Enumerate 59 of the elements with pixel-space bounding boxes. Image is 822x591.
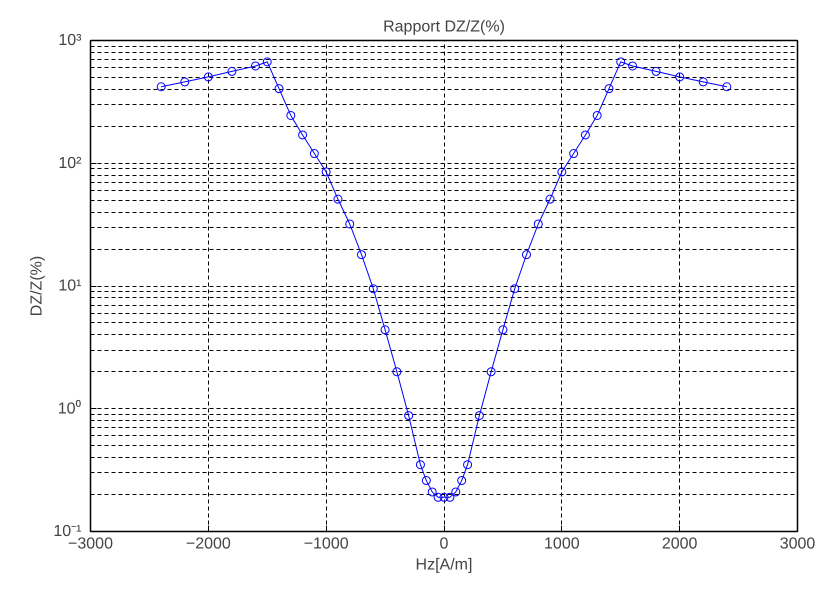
point: [457, 476, 466, 486]
x-axis-title: Hz[A/m]: [416, 556, 472, 574]
point: [357, 250, 366, 260]
x-tick-label: −3000: [68, 536, 114, 552]
point: [546, 194, 555, 204]
point: [416, 460, 425, 470]
point: [592, 110, 602, 120]
point: [498, 325, 508, 334]
point: [534, 220, 543, 228]
point: [451, 487, 460, 496]
y-tick-label: 10⁰: [58, 399, 82, 418]
point: [652, 66, 661, 76]
point: [368, 284, 378, 294]
point: [156, 82, 166, 92]
point: [445, 492, 454, 502]
point: [392, 367, 402, 376]
point: [180, 77, 190, 86]
point: [580, 130, 590, 140]
x-tick-label: 3000: [780, 536, 816, 552]
y-tick-label: 10¹: [58, 278, 82, 294]
point: [522, 250, 531, 260]
point: [227, 66, 236, 76]
point: [298, 130, 308, 140]
point: [333, 194, 342, 204]
point: [616, 57, 626, 66]
point: [557, 167, 566, 176]
point: [434, 492, 443, 502]
x-tick-label: 1000: [544, 536, 580, 552]
point: [250, 61, 260, 70]
y-tick-label: 10³: [58, 32, 82, 49]
point: [463, 460, 472, 470]
point: [404, 411, 414, 420]
point: [204, 72, 213, 82]
y-tick-label: 10²: [58, 154, 82, 172]
point: [380, 325, 390, 334]
point: [310, 149, 319, 158]
point: [428, 487, 437, 496]
x-tick-label: 0: [440, 536, 449, 552]
y-axis-title: DZ/Z(%): [28, 256, 46, 316]
point: [698, 77, 708, 86]
point: [345, 220, 354, 228]
point: [474, 411, 484, 420]
point: [274, 84, 284, 94]
point: [510, 284, 520, 294]
point: [675, 72, 684, 82]
point: [628, 61, 638, 70]
chart-title: Rapport DZ/Z(%): [383, 18, 505, 36]
point: [604, 84, 614, 94]
point: [422, 476, 431, 486]
x-tick-label: −2000: [186, 536, 231, 552]
point: [722, 82, 732, 92]
point: [262, 57, 272, 66]
point: [486, 367, 496, 376]
point: [440, 492, 448, 502]
x-tick-label: −1000: [304, 536, 349, 552]
point: [286, 110, 296, 120]
point: [322, 167, 331, 176]
x-tick-label: 2000: [662, 536, 698, 552]
point: [569, 149, 578, 158]
